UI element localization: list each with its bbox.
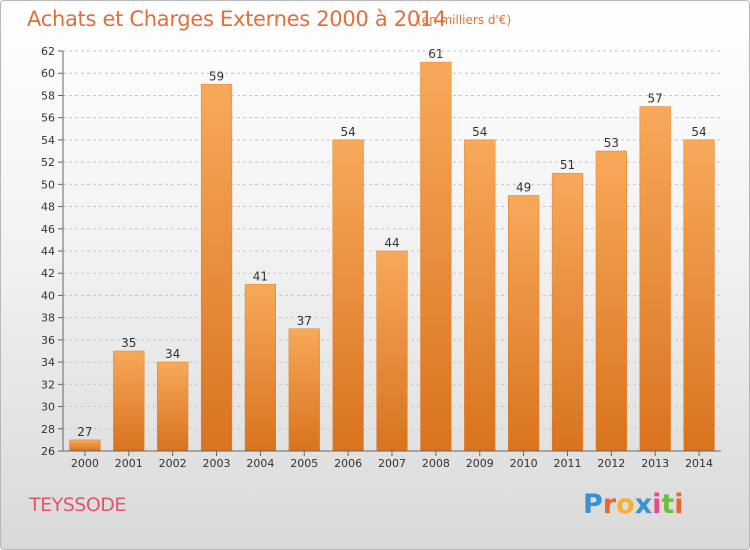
data-label-2000: 27 (77, 425, 92, 439)
bar-2012 (595, 150, 627, 452)
data-label-2011: 51 (560, 158, 575, 172)
bar-2004 (244, 284, 277, 452)
bar-2005 (288, 328, 320, 452)
data-label-2005: 37 (297, 314, 312, 328)
x-tick-label-2013: 2013 (641, 457, 669, 470)
y-tick-label: 34 (41, 356, 55, 369)
data-label-2002: 34 (165, 347, 180, 361)
x-tick-label-2008: 2008 (422, 457, 450, 470)
y-tick-label: 40 (41, 289, 55, 302)
bar-2008 (420, 61, 452, 452)
bar-2002 (157, 361, 189, 452)
logo-letter: t (661, 489, 675, 520)
bar-2009 (464, 139, 496, 452)
bar-2014 (683, 139, 715, 452)
y-tick-label: 58 (41, 89, 55, 102)
x-tick-label-2004: 2004 (246, 457, 274, 470)
data-label-2010: 49 (516, 180, 531, 194)
data-label-2007: 44 (384, 236, 399, 250)
bar-2011 (551, 172, 584, 452)
proxiti-logo: Proxiti (583, 489, 684, 520)
y-tick-label: 30 (41, 401, 55, 414)
x-tick-label-2003: 2003 (203, 457, 231, 470)
data-label-2001: 35 (121, 336, 136, 350)
x-tick-label-2011: 2011 (553, 457, 581, 470)
chart-subtitle: (en milliers d'€) (417, 13, 512, 27)
y-tick-label: 26 (41, 445, 55, 458)
y-tick-label: 50 (41, 178, 55, 191)
x-tick-label-2009: 2009 (466, 457, 494, 470)
bar-2007 (376, 250, 408, 452)
commune-name: TEYSSODE (29, 494, 126, 516)
x-tick-label-2002: 2002 (159, 457, 187, 470)
bar-2003 (200, 84, 233, 452)
data-label-2008: 61 (428, 47, 443, 61)
bar-2013 (639, 106, 671, 452)
logo-letter: i (652, 489, 662, 520)
x-tick-label-2007: 2007 (378, 457, 406, 470)
logo-letter: P (583, 489, 603, 520)
data-label-2014: 54 (691, 125, 706, 139)
y-tick-label: 62 (41, 45, 55, 58)
data-label-2004: 41 (253, 269, 268, 283)
logo-letter: i (674, 489, 684, 520)
logo-letter: o (616, 489, 635, 520)
y-tick-label: 44 (41, 245, 55, 258)
x-tick-label-2010: 2010 (510, 457, 538, 470)
y-tick-label: 28 (41, 423, 55, 436)
x-tick-label-2012: 2012 (597, 457, 625, 470)
y-tick-label: 60 (41, 67, 55, 80)
y-tick-label: 48 (41, 201, 55, 214)
bar-2000 (69, 439, 101, 452)
data-label-2013: 57 (648, 92, 663, 106)
data-label-2012: 53 (604, 136, 619, 150)
x-tick-label-2001: 2001 (115, 457, 143, 470)
y-tick-label: 32 (41, 378, 55, 391)
data-label-2009: 54 (472, 125, 487, 139)
y-tick-label: 54 (41, 134, 55, 147)
data-label-2003: 59 (209, 69, 224, 83)
y-tick-label: 56 (41, 112, 55, 125)
data-label-2006: 54 (340, 125, 355, 139)
logo-letter: r (602, 489, 617, 520)
bar-2006 (332, 139, 364, 452)
y-tick-label: 38 (41, 312, 55, 325)
y-tick-label: 42 (41, 267, 55, 280)
chart-title: Achats et Charges Externes 2000 à 2014 (27, 7, 447, 31)
y-tick-label: 36 (41, 334, 55, 347)
x-tick-label-2005: 2005 (290, 457, 318, 470)
x-tick-label-2000: 2000 (71, 457, 99, 470)
logo-letter: x (634, 489, 653, 520)
y-tick-label: 46 (41, 223, 55, 236)
bar-2001 (113, 350, 145, 452)
x-tick-label-2014: 2014 (685, 457, 713, 470)
y-tick-label: 52 (41, 156, 55, 169)
bar-2010 (507, 195, 540, 452)
x-tick-label-2006: 2006 (334, 457, 362, 470)
